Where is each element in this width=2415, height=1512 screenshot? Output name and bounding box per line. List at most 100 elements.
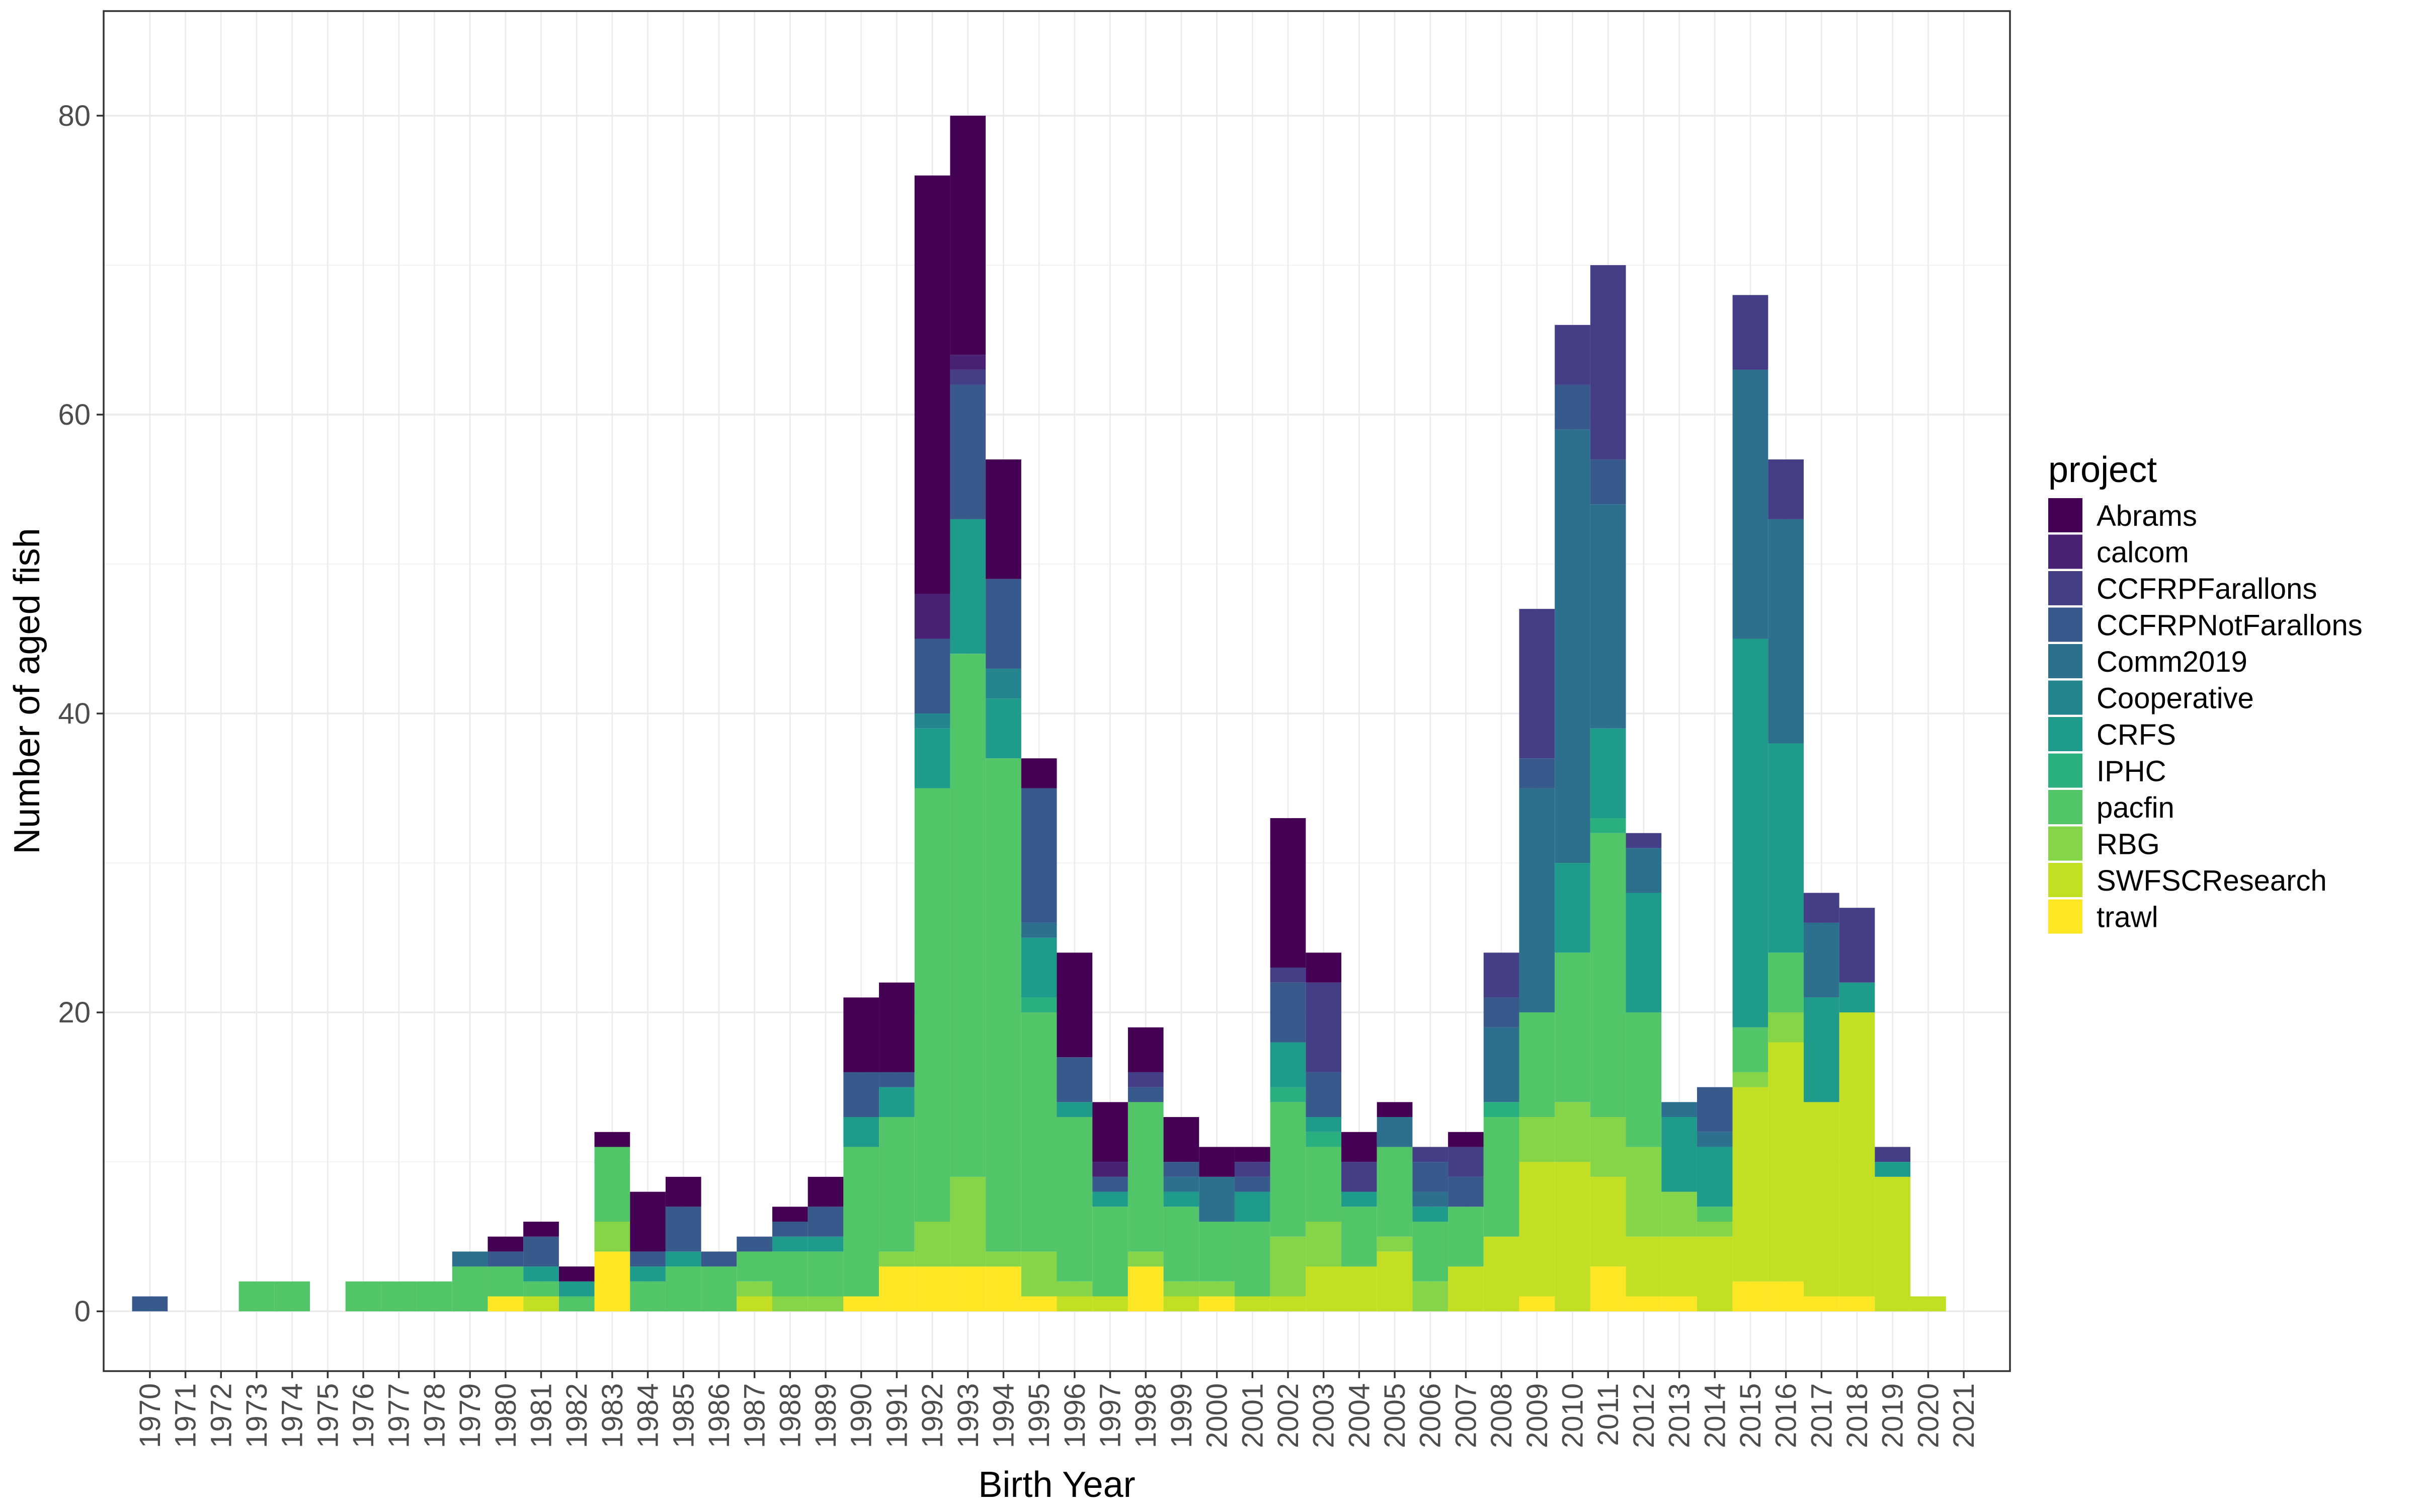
bar-segment (879, 1251, 915, 1267)
bar-segment (1626, 1012, 1662, 1147)
bar-segment (914, 1221, 950, 1267)
bar-segment (1661, 1191, 1697, 1237)
bar-segment (1128, 1087, 1164, 1102)
x-tick-label: 2018 (1841, 1383, 1874, 1448)
bar-segment (630, 1281, 666, 1312)
x-tick-label: 1978 (418, 1383, 451, 1448)
bar-segment (1412, 1207, 1448, 1222)
bar-segment (630, 1191, 666, 1252)
bar-segment (1234, 1147, 1270, 1162)
x-tick-label: 1986 (703, 1383, 736, 1448)
bar-segment (914, 639, 950, 714)
bar-segment (1555, 952, 1590, 1102)
legend-label: CCFRPFarallons (2097, 573, 2317, 605)
x-axis-title: Birth Year (978, 1465, 1135, 1505)
legend-label: CCFRPNotFarallons (2097, 609, 2363, 642)
bar-segment (1163, 1191, 1199, 1207)
bar-segment (1377, 1102, 1413, 1118)
bar-segment (1377, 1236, 1413, 1252)
bar-segment (1057, 1296, 1093, 1312)
bar-segment (1306, 1132, 1342, 1147)
bar-segment (950, 1176, 986, 1267)
y-axis-title: Number of aged fish (7, 528, 47, 854)
bar-segment (1412, 1162, 1448, 1192)
legend-label: IPHC (2097, 755, 2166, 788)
legend-key (2048, 826, 2082, 861)
bar-segment (1768, 952, 1804, 1013)
bar-segment (879, 1266, 915, 1312)
x-tick-label: 1983 (596, 1383, 629, 1448)
bar-segment (950, 654, 986, 1177)
bar-segment (1306, 1072, 1342, 1118)
x-tick-label: 1998 (1130, 1383, 1162, 1448)
y-tick-label: 20 (58, 996, 91, 1029)
bar-segment (950, 369, 986, 385)
bar-segment (1483, 952, 1519, 998)
bar-segment (1732, 639, 1768, 1027)
bar-segment (1306, 1117, 1342, 1132)
bar-segment (1448, 1207, 1484, 1267)
bar-segment (1590, 1117, 1626, 1177)
bar-segment (1590, 818, 1626, 833)
bar-segment (1732, 1281, 1768, 1312)
legend-key (2048, 571, 2082, 605)
bar-segment (1519, 788, 1555, 1013)
bar-segment (843, 1296, 879, 1312)
bar-segment (1128, 1251, 1164, 1267)
x-tick-label: 1996 (1059, 1383, 1091, 1448)
x-tick-label: 2001 (1236, 1383, 1269, 1448)
bar-segment (1519, 609, 1555, 759)
bar-segment (665, 1266, 701, 1312)
bar-segment (1199, 1281, 1235, 1297)
bar-segment (1590, 265, 1626, 460)
bar-segment (950, 384, 986, 519)
legend-label: Comm2019 (2097, 646, 2247, 678)
x-tick-label: 2013 (1663, 1383, 1696, 1448)
bar-segment (274, 1281, 310, 1312)
bar-segment (772, 1207, 808, 1222)
x-tick-label: 1976 (347, 1383, 380, 1448)
bar-segment (1021, 788, 1057, 923)
bar-segment (1519, 758, 1555, 788)
bar-segment (986, 758, 1021, 1252)
x-tick-label: 2021 (1948, 1383, 1980, 1448)
bar-segment (1021, 1296, 1057, 1312)
bar-segment (1270, 1102, 1306, 1237)
bar-segment (1128, 1027, 1164, 1072)
bar-segment (488, 1236, 524, 1252)
bar-segment (986, 459, 1021, 579)
bar-segment (808, 1176, 844, 1207)
bar-segment (1092, 1207, 1128, 1297)
bar-segment (1768, 1012, 1804, 1043)
bar-segment (523, 1281, 559, 1297)
legend-key (2048, 534, 2082, 569)
x-tick-label: 1970 (134, 1383, 167, 1448)
bar-segment (737, 1281, 772, 1297)
bar-segment (1768, 1281, 1804, 1312)
bar-segment (1626, 1147, 1662, 1237)
x-tick-label: 2000 (1201, 1383, 1234, 1448)
x-tick-label: 2009 (1521, 1383, 1554, 1448)
bar-segment (879, 1072, 915, 1087)
bar-segment (1626, 893, 1662, 1013)
bar-segment (1412, 1147, 1448, 1162)
bar-segment (772, 1236, 808, 1252)
bar-segment (1341, 1162, 1377, 1192)
bar-segment (1412, 1191, 1448, 1207)
bar-segment (914, 713, 950, 729)
bar-segment (1163, 1207, 1199, 1282)
legend-key (2048, 717, 2082, 751)
bar-segment (1519, 1162, 1555, 1297)
bar-segment (1021, 758, 1057, 788)
x-tick-label: 2008 (1485, 1383, 1518, 1448)
bar-segment (950, 355, 986, 370)
y-tick-label: 80 (58, 100, 91, 132)
bar-segment (1483, 1117, 1519, 1237)
bar-segment (879, 982, 915, 1072)
bar-segment (1555, 1162, 1590, 1312)
bar-segment (1697, 1147, 1733, 1207)
x-tick-label: 1982 (560, 1383, 593, 1448)
bar-segment (1057, 1102, 1093, 1118)
bar-segment (1057, 1117, 1093, 1282)
bar-segment (1732, 369, 1768, 639)
